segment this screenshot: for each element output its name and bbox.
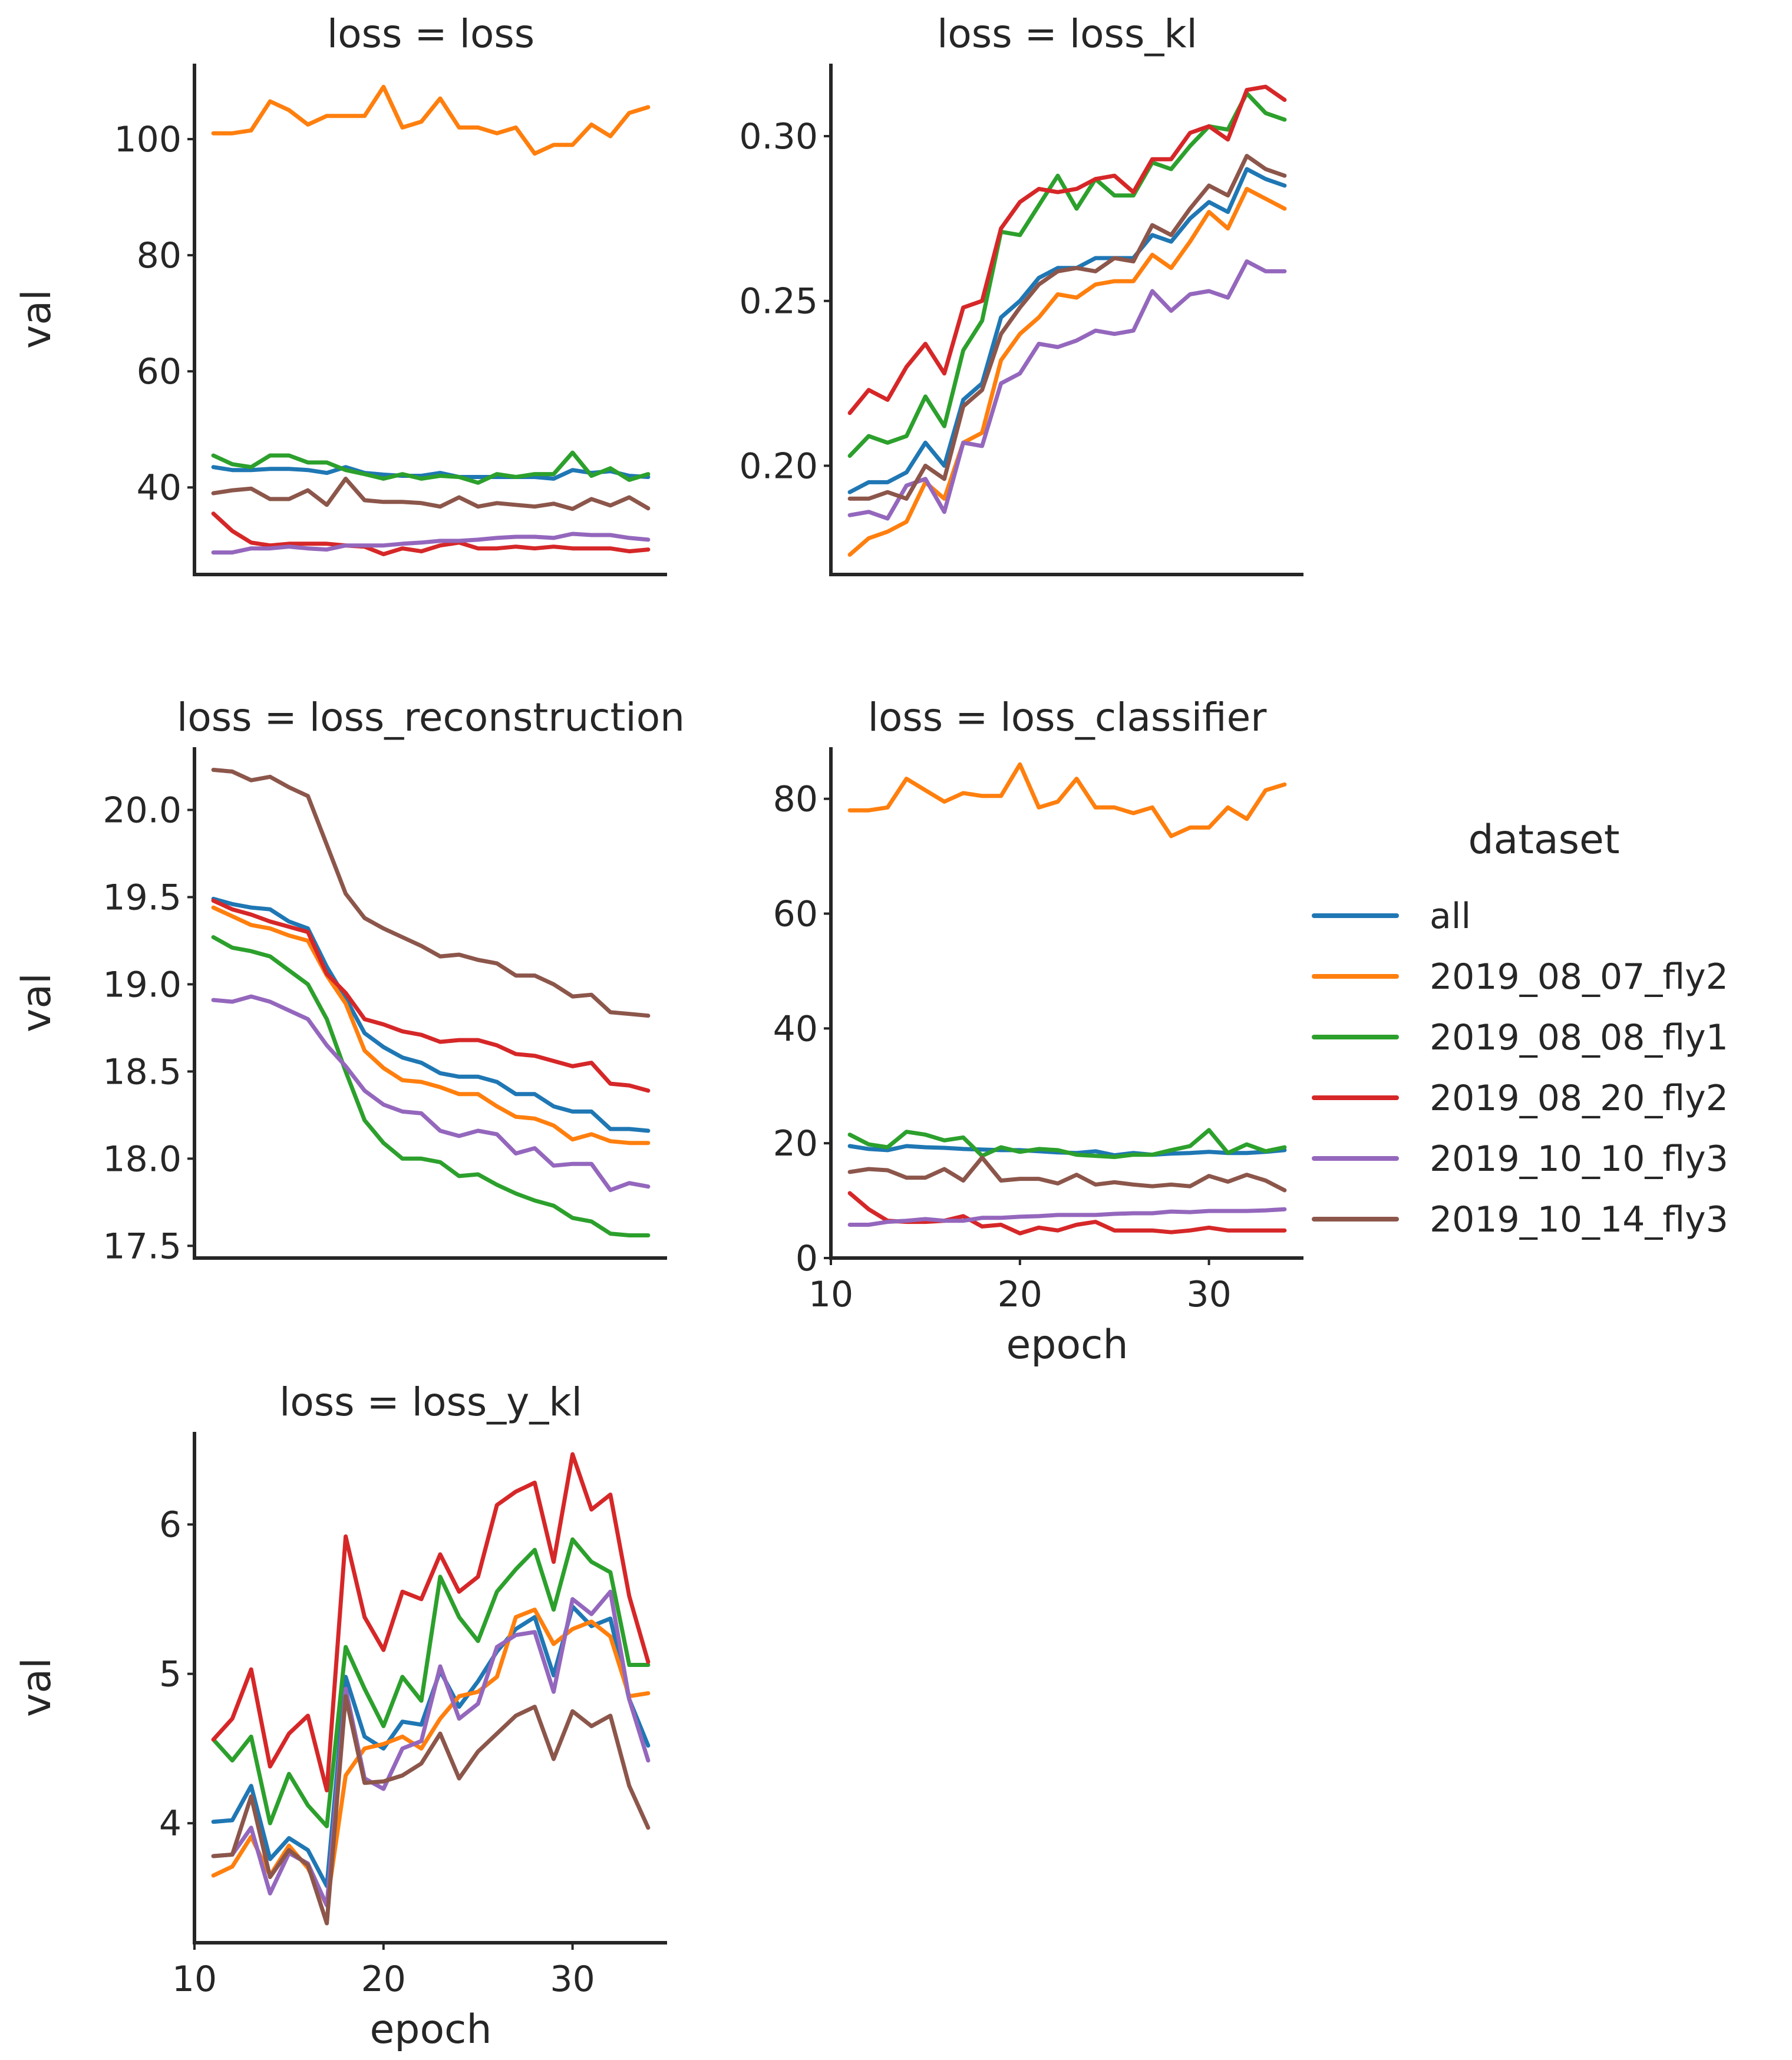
y-tick-label: 0.30	[739, 116, 818, 157]
legend-label: all	[1430, 896, 1471, 937]
y-tick-label: 20.0	[103, 790, 181, 831]
legend-item: 2019_08_20_fly2	[1312, 1078, 1728, 1119]
series-line-2019_10_14_fly3	[211, 768, 651, 1018]
y-tick-label: 60	[137, 351, 181, 392]
y-tick-label: 19.0	[103, 964, 181, 1005]
legend-item: 2019_10_14_fly3	[1312, 1199, 1728, 1240]
legend-item: 2019_08_07_fly2	[1312, 956, 1728, 998]
legend-label: 2019_10_14_fly3	[1430, 1199, 1728, 1240]
y-tick-label: 19.5	[103, 877, 181, 918]
series-line-2019_10_10_fly3	[847, 259, 1287, 521]
series-line-all	[847, 167, 1287, 494]
y-axis-label: val	[14, 1658, 60, 1717]
series-line-2019_08_08_fly1	[847, 1128, 1287, 1159]
x-tick-label: 10	[808, 1274, 853, 1315]
legend-item: 2019_08_08_fly1	[1312, 1017, 1728, 1058]
y-tick-label: 100	[114, 119, 181, 160]
series-line-2019_08_20_fly2	[211, 511, 651, 556]
legend-item: 2019_10_10_fly3	[1312, 1138, 1728, 1180]
panel-title: loss = loss_y_kl	[279, 1379, 582, 1425]
series-line-2019_08_07_fly2	[847, 187, 1287, 557]
x-tick-label: 20	[361, 1959, 406, 2000]
series-line-2019_10_14_fly3	[847, 1156, 1287, 1193]
y-tick-label: 20	[773, 1123, 818, 1164]
y-tick-label: 0.20	[739, 445, 818, 487]
legend: dataset all 2019_08_07_fly2 2019_08_08_fly1…	[1312, 817, 1728, 1240]
y-tick-label: 60	[773, 894, 818, 935]
panel-4: loss = loss_classifier 0 20 40 60 80 10 20 30 epo…	[773, 695, 1303, 1368]
panel-title: loss = loss	[327, 11, 534, 57]
y-tick-label: 6	[159, 1504, 181, 1546]
series-line-2019_10_10_fly3	[211, 994, 651, 1193]
series-line-all	[211, 465, 651, 481]
y-tick-label: 5	[159, 1654, 181, 1695]
series-line-2019_08_07_fly2	[847, 762, 1287, 838]
y-tick-label: 17.5	[103, 1226, 181, 1267]
panel-3: loss = loss_reconstruction 17.5 18.0 18.5 19…	[14, 695, 685, 1267]
series-line-2019_08_20_fly2	[211, 898, 651, 1093]
series-line-2019_08_08_fly1	[847, 91, 1287, 458]
series-line-2019_08_08_fly1	[211, 1537, 651, 1828]
y-tick-label: 0	[796, 1238, 818, 1279]
y-axis-label: val	[14, 973, 60, 1032]
x-axis-label: epoch	[369, 2006, 491, 2053]
x-tick-label: 10	[172, 1959, 217, 2000]
legend-label: 2019_08_08_fly1	[1430, 1017, 1728, 1058]
y-tick-label: 0.25	[739, 281, 818, 322]
legend-label: 2019_08_20_fly2	[1430, 1078, 1728, 1119]
series-line-2019_08_07_fly2	[211, 84, 651, 156]
series-line-2019_10_10_fly3	[847, 1207, 1287, 1227]
series-line-2019_08_07_fly2	[211, 905, 651, 1145]
series-line-2019_08_08_fly1	[211, 935, 651, 1237]
y-tick-label: 18.0	[103, 1138, 181, 1180]
series-line-2019_08_20_fly2	[211, 1452, 651, 1792]
series-line-2019_10_14_fly3	[847, 154, 1287, 501]
legend-title: dataset	[1468, 817, 1619, 863]
panel-5: loss = loss_y_kl 4 5 6 val 10 20 30 epoch	[14, 1379, 667, 2053]
series-line-2019_10_10_fly3	[211, 531, 651, 555]
series-line-2019_10_14_fly3	[211, 476, 651, 511]
panel-2: loss = loss_kl 0.20 0.25 0.30	[739, 11, 1303, 576]
series-line-all	[211, 896, 651, 1133]
series-line-2019_10_10_fly3	[211, 1589, 651, 1908]
y-tick-label: 40	[773, 1008, 818, 1049]
series-line-2019_08_20_fly2	[847, 1191, 1287, 1236]
series-line-2019_08_07_fly2	[211, 1607, 651, 1908]
panel-title: loss = loss_kl	[937, 11, 1197, 57]
legend-label: 2019_08_07_fly2	[1430, 956, 1728, 998]
x-tick-label: 30	[550, 1959, 595, 2000]
x-tick-label: 30	[1186, 1274, 1231, 1315]
panel-title: loss = loss_reconstruction	[177, 695, 685, 740]
y-axis-label: val	[14, 289, 60, 349]
x-axis-label: epoch	[1006, 1322, 1128, 1368]
series-line-2019_10_14_fly3	[211, 1694, 651, 1926]
y-tick-label: 4	[159, 1803, 181, 1844]
series-line-2019_08_20_fly2	[847, 84, 1287, 415]
y-tick-label: 18.5	[103, 1051, 181, 1092]
y-tick-label: 80	[773, 779, 818, 820]
y-tick-label: 40	[137, 467, 181, 509]
legend-label: 2019_10_10_fly3	[1430, 1138, 1728, 1180]
y-tick-label: 80	[137, 235, 181, 276]
series-line-2019_08_08_fly1	[211, 450, 651, 485]
x-tick-label: 20	[998, 1274, 1042, 1315]
legend-item: all	[1312, 896, 1471, 937]
panel-1: loss = loss 40 60 80 100 val	[14, 11, 667, 576]
panel-title: loss = loss_classifier	[868, 695, 1268, 740]
